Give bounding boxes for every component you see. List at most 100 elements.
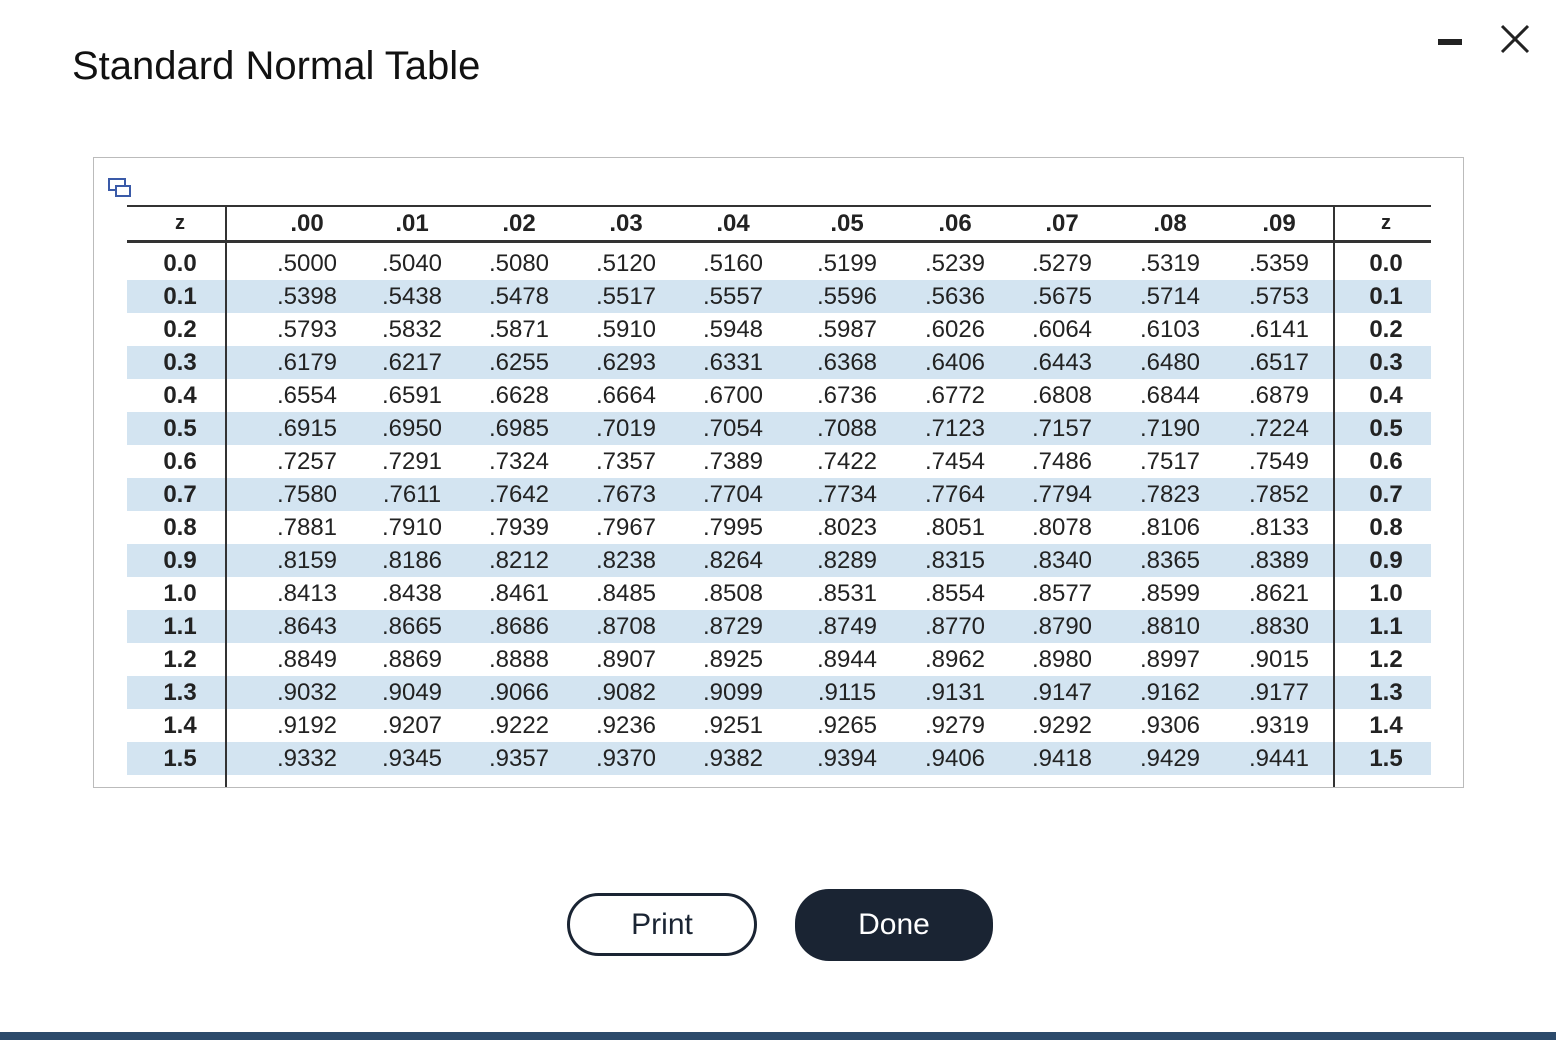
probability-cell: .6628 xyxy=(488,382,550,409)
probability-cell: .6443 xyxy=(1031,349,1093,376)
column-header: .02 xyxy=(502,210,536,237)
z-label: 0.2 xyxy=(1369,316,1403,343)
print-button[interactable]: Print xyxy=(567,893,757,956)
probability-cell: .9441 xyxy=(1248,745,1310,772)
probability-cell: .9207 xyxy=(381,712,443,739)
probability-cell: .6217 xyxy=(381,349,443,376)
probability-cell: .8708 xyxy=(595,613,657,640)
probability-cell: .9279 xyxy=(924,712,986,739)
probability-cell: .6331 xyxy=(702,349,764,376)
z-label: 0.3 xyxy=(163,349,197,376)
probability-cell: .5040 xyxy=(381,250,443,277)
probability-cell: .7389 xyxy=(702,448,764,475)
table-row: 0.0 .5000 .5040 .5080 .5120 .5160 .5199 .5239 .5… xyxy=(127,247,1431,280)
probability-cell: .8980 xyxy=(1031,646,1093,673)
probability-cell: .8849 xyxy=(276,646,338,673)
probability-cell: .7995 xyxy=(702,514,764,541)
probability-cell: .8665 xyxy=(381,613,443,640)
column-header: .07 xyxy=(1045,210,1079,237)
probability-cell: .8729 xyxy=(702,613,764,640)
probability-cell: .6141 xyxy=(1248,316,1310,343)
probability-cell: .5910 xyxy=(595,316,657,343)
table-row: 1.3 .9032 .9049 .9066 .9082 .9099 .9115 .9131 .9… xyxy=(127,676,1431,709)
table-row: 0.4 .6554 .6591 .6628 .6664 .6700 .6736 .6772 .6… xyxy=(127,379,1431,412)
probability-cell: .5557 xyxy=(702,283,764,310)
probability-cell: .8413 xyxy=(276,580,338,607)
probability-cell: .7157 xyxy=(1031,415,1093,442)
probability-cell: .9429 xyxy=(1139,745,1201,772)
probability-cell: .9306 xyxy=(1139,712,1201,739)
table-row: 1.5 .9332 .9345 .9357 .9370 .9382 .9394 .9406 .9… xyxy=(127,742,1431,775)
column-header: .09 xyxy=(1262,210,1296,237)
window-controls xyxy=(1438,24,1530,54)
probability-cell: .8264 xyxy=(702,547,764,574)
table-row: 0.6 .7257 .7291 .7324 .7357 .7389 .7422 .7454 .7… xyxy=(127,445,1431,478)
close-icon[interactable] xyxy=(1500,24,1530,54)
probability-cell: .9032 xyxy=(276,679,338,706)
top-rule xyxy=(127,205,1431,207)
probability-cell: .9015 xyxy=(1248,646,1310,673)
probability-cell: .7517 xyxy=(1139,448,1201,475)
probability-cell: .6293 xyxy=(595,349,657,376)
probability-cell: .6772 xyxy=(924,382,986,409)
popout-icon[interactable] xyxy=(108,177,134,201)
z-label: 1.3 xyxy=(1369,679,1403,706)
column-header: z xyxy=(1381,212,1391,234)
probability-cell: .5000 xyxy=(276,250,338,277)
probability-cell: .5120 xyxy=(595,250,657,277)
column-header: .01 xyxy=(395,210,429,237)
probability-cell: .6808 xyxy=(1031,382,1093,409)
probability-cell: .6103 xyxy=(1139,316,1201,343)
probability-cell: .8186 xyxy=(381,547,443,574)
probability-cell: .8686 xyxy=(488,613,550,640)
probability-cell: .8389 xyxy=(1248,547,1310,574)
probability-cell: .6915 xyxy=(276,415,338,442)
probability-cell: .7939 xyxy=(488,514,550,541)
probability-cell: .9265 xyxy=(816,712,878,739)
probability-cell: .8830 xyxy=(1248,613,1310,640)
minimize-icon[interactable] xyxy=(1438,39,1462,45)
probability-cell: .9357 xyxy=(488,745,550,772)
z-label: 1.2 xyxy=(163,646,197,673)
probability-cell: .9292 xyxy=(1031,712,1093,739)
probability-cell: .6064 xyxy=(1031,316,1093,343)
z-label: 0.0 xyxy=(163,250,197,277)
probability-cell: .5438 xyxy=(381,283,443,310)
probability-cell: .7123 xyxy=(924,415,986,442)
probability-cell: .7704 xyxy=(702,481,764,508)
probability-cell: .8869 xyxy=(381,646,443,673)
column-header: .06 xyxy=(938,210,972,237)
probability-cell: .7642 xyxy=(488,481,550,508)
probability-cell: .8925 xyxy=(702,646,764,673)
probability-cell: .9251 xyxy=(702,712,764,739)
table-row: 0.1 .5398 .5438 .5478 .5517 .5557 .5596 .5636 .5… xyxy=(127,280,1431,313)
probability-cell: .5199 xyxy=(816,250,878,277)
probability-cell: .7852 xyxy=(1248,481,1310,508)
probability-cell: .9147 xyxy=(1031,679,1093,706)
probability-cell: .8315 xyxy=(924,547,986,574)
probability-cell: .7422 xyxy=(816,448,878,475)
header-row: z .00 .01 .02 .03 .04 .05 .06 .07 .08 .09 z xyxy=(127,206,1431,241)
probability-cell: .7967 xyxy=(595,514,657,541)
probability-cell: .7881 xyxy=(276,514,338,541)
probability-cell: .5753 xyxy=(1248,283,1310,310)
column-header: .03 xyxy=(609,210,643,237)
z-label: 0.1 xyxy=(1369,283,1403,310)
table-row: 1.4 .9192 .9207 .9222 .9236 .9251 .9265 .9279 .9… xyxy=(127,709,1431,742)
probability-cell: .6554 xyxy=(276,382,338,409)
probability-cell: .9370 xyxy=(595,745,657,772)
probability-cell: .9082 xyxy=(595,679,657,706)
probability-cell: .5160 xyxy=(702,250,764,277)
probability-cell: .9162 xyxy=(1139,679,1201,706)
table-row: 0.7 .7580 .7611 .7642 .7673 .7704 .7734 .7764 .7… xyxy=(127,478,1431,511)
z-label: 0.5 xyxy=(163,415,197,442)
probability-cell: .8508 xyxy=(702,580,764,607)
probability-cell: .9319 xyxy=(1248,712,1310,739)
probability-cell: .7486 xyxy=(1031,448,1093,475)
probability-cell: .5478 xyxy=(488,283,550,310)
probability-cell: .6879 xyxy=(1248,382,1310,409)
z-label: 0.0 xyxy=(1369,250,1403,277)
table-row: 0.5 .6915 .6950 .6985 .7019 .7054 .7088 .7123 .7… xyxy=(127,412,1431,445)
probability-cell: .7357 xyxy=(595,448,657,475)
done-button[interactable]: Done xyxy=(795,889,993,961)
